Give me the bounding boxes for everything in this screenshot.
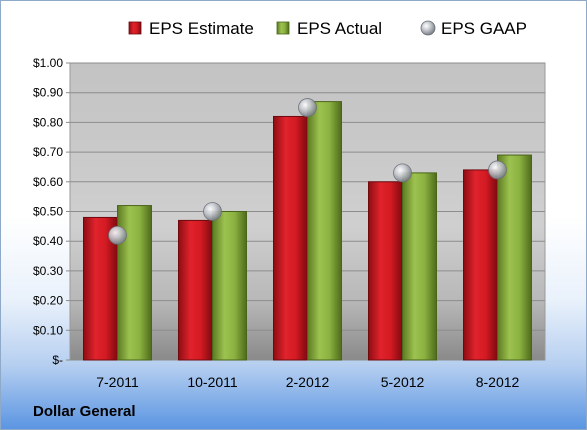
legend-label: EPS Estimate bbox=[149, 19, 254, 38]
y-tick-label: $0.30 bbox=[33, 264, 63, 278]
bar-eps-actual bbox=[402, 172, 437, 361]
bar-eps-estimate bbox=[368, 181, 403, 361]
y-tick-label: $0.10 bbox=[33, 323, 63, 337]
y-axis: $1.00 $0.90 $0.80 $0.70 $0.60 $0.50 $0.40 $0.30… bbox=[33, 56, 70, 367]
x-axis: 7-2011 10-2011 2-2012 5-2012 8-2012 bbox=[96, 374, 519, 390]
bar-eps-estimate bbox=[463, 169, 498, 361]
marker-eps-gaap bbox=[393, 163, 412, 183]
legend-label: EPS Actual bbox=[297, 19, 382, 38]
y-tick-label: $0.60 bbox=[33, 175, 63, 189]
marker-eps-gaap bbox=[203, 202, 222, 221]
legend-swatch-eps-estimate bbox=[128, 21, 142, 35]
legend-swatch-eps-gaap bbox=[420, 20, 436, 36]
bar-eps-estimate bbox=[273, 115, 308, 361]
gaap-markers bbox=[108, 98, 507, 245]
bars bbox=[83, 101, 532, 361]
bar-eps-estimate bbox=[178, 219, 213, 361]
bar-eps-actual bbox=[497, 154, 532, 361]
x-tick-label: 8-2012 bbox=[476, 374, 520, 390]
y-tick-label: $0.70 bbox=[33, 145, 63, 159]
legend: EPS Estimate EPS Actual EPS GAAP bbox=[128, 19, 527, 38]
marker-eps-gaap bbox=[108, 225, 127, 245]
x-tick-label: 5-2012 bbox=[381, 374, 425, 390]
x-tick-label: 2-2012 bbox=[286, 374, 330, 390]
bar-eps-actual bbox=[212, 211, 247, 361]
y-tick-label: $0.90 bbox=[33, 86, 63, 100]
y-tick-label: $0.50 bbox=[33, 205, 63, 219]
bar-eps-actual bbox=[307, 101, 342, 361]
x-tick-label: 10-2011 bbox=[187, 374, 238, 390]
y-tick-label: $1.00 bbox=[33, 56, 63, 70]
y-tick-label: $0.40 bbox=[33, 234, 63, 248]
y-tick-label: $0.20 bbox=[33, 294, 63, 308]
marker-eps-gaap bbox=[298, 98, 317, 117]
y-tick-label: $- bbox=[52, 353, 63, 367]
y-tick-label: $0.80 bbox=[33, 115, 63, 129]
legend-swatch-eps-actual bbox=[276, 21, 290, 35]
x-tick-label: 7-2011 bbox=[96, 374, 139, 390]
marker-eps-gaap bbox=[488, 160, 507, 180]
company-label: Dollar General bbox=[33, 403, 136, 420]
legend-label: EPS GAAP bbox=[441, 19, 527, 38]
